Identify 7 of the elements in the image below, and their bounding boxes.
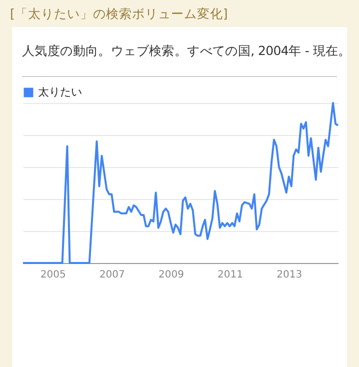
- x-tick-label: 2007: [99, 270, 125, 280]
- chart-subtitle: 人気度の動向。ウェブ検索。すべての国, 2004年 - 現在。: [22, 43, 351, 60]
- x-tick-label: 2009: [158, 270, 184, 280]
- chart-title: [「太りたい」の検索ボリューム変化]: [10, 6, 228, 23]
- x-tick-label: 2005: [40, 270, 66, 280]
- x-tick-label: 2013: [276, 270, 302, 280]
- x-tick-label: 2011: [218, 270, 243, 280]
